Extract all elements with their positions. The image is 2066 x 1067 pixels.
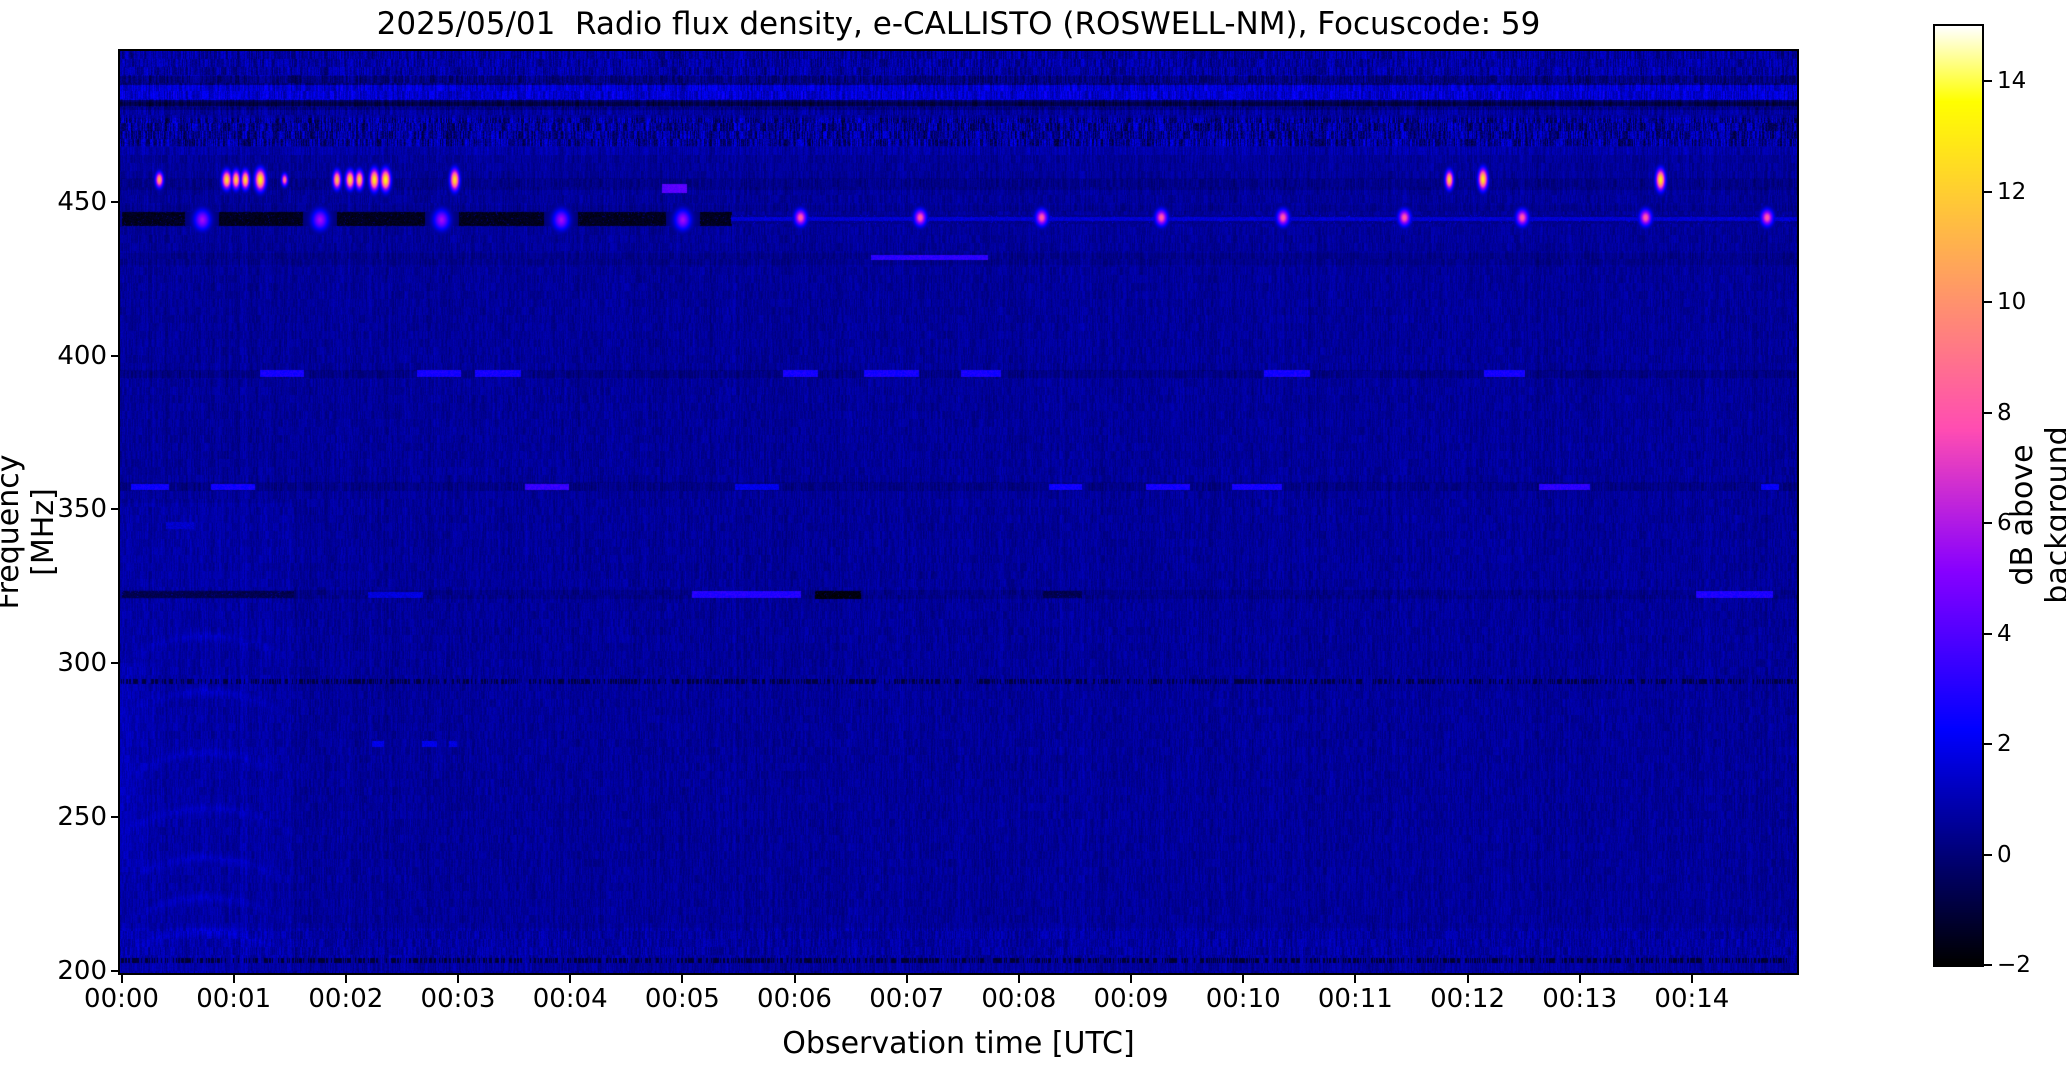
colorbar (1933, 24, 1984, 967)
y-tick-label: 200 (57, 955, 107, 986)
x-tick-mark (1578, 975, 1581, 983)
y-tick-label: 350 (57, 494, 107, 525)
x-tick-label: 00:07 (869, 984, 945, 1014)
x-tick-label: 00:05 (644, 984, 720, 1014)
x-tick-label: 00:13 (1542, 984, 1618, 1014)
x-tick-label: 00:04 (532, 984, 608, 1014)
colorbar-tick-label: 10 (1997, 289, 2027, 316)
x-tick-label: 00:00 (84, 984, 159, 1014)
x-axis-label: Observation time [UTC] (782, 1026, 1135, 1061)
colorbar-tick-mark (1984, 301, 1992, 304)
x-tick-label: 00:02 (308, 984, 384, 1014)
spectrogram-heatmap (118, 49, 1799, 975)
x-tick-mark (1354, 975, 1357, 983)
colorbar-label: dB above background (2005, 426, 2066, 604)
x-tick-mark (793, 975, 796, 983)
x-tick-label: 00:09 (1093, 984, 1169, 1014)
y-tick-mark (111, 508, 119, 511)
y-tick-mark (111, 200, 119, 203)
colorbar-tick-label: 6 (1997, 510, 2012, 537)
y-axis-label: Frequency [MHz] (0, 454, 61, 610)
x-tick-mark (232, 975, 235, 983)
colorbar-tick-label: 14 (1997, 68, 2027, 95)
y-tick-label: 250 (57, 802, 107, 833)
x-tick-label: 00:12 (1430, 984, 1505, 1014)
y-tick-label: 450 (57, 186, 107, 217)
x-tick-mark (1690, 975, 1693, 983)
x-tick-mark (1242, 975, 1245, 983)
x-tick-label: 00:03 (420, 984, 496, 1014)
x-tick-label: 00:08 (981, 984, 1057, 1014)
x-tick-mark (457, 975, 459, 983)
colorbar-tick-label: 4 (1997, 620, 2012, 647)
x-tick-mark (1130, 975, 1133, 983)
x-tick-mark (120, 975, 123, 983)
x-tick-label: 00:10 (1205, 984, 1281, 1014)
x-tick-label: 00:14 (1654, 984, 1730, 1014)
plot-title: 2025/05/01 Radio flux density, e-CALLIST… (376, 6, 1541, 42)
colorbar-tick-mark (1984, 632, 1992, 635)
y-tick-label: 400 (57, 340, 107, 371)
colorbar-tick-label: 2 (1997, 731, 2012, 758)
y-tick-mark (111, 662, 119, 665)
colorbar-tick-mark (1984, 964, 1992, 966)
colorbar-tick-label: 12 (1997, 178, 2027, 205)
y-tick-mark (111, 354, 119, 357)
x-tick-mark (681, 975, 684, 983)
colorbar-tick-label: 8 (1997, 399, 2012, 426)
colorbar-tick-mark (1984, 411, 1992, 414)
x-tick-label: 00:06 (757, 984, 832, 1014)
y-tick-label: 300 (57, 648, 107, 679)
colorbar-tick-label: −2 (1997, 952, 2031, 978)
x-tick-mark (1017, 975, 1020, 983)
x-tick-mark (905, 975, 908, 983)
y-tick-mark (111, 816, 119, 819)
colorbar-tick-mark (1984, 80, 1992, 83)
x-tick-mark (1466, 975, 1469, 983)
colorbar-tick-label: 0 (1997, 841, 2012, 868)
colorbar-tick-mark (1984, 743, 1992, 746)
colorbar-tick-mark (1984, 190, 1992, 193)
x-tick-mark (569, 975, 572, 983)
colorbar-tick-mark (1984, 522, 1992, 525)
x-tick-label: 00:11 (1317, 984, 1393, 1014)
y-tick-mark (111, 969, 119, 972)
x-tick-label: 00:01 (196, 984, 272, 1014)
x-tick-mark (344, 975, 347, 983)
colorbar-tick-mark (1984, 853, 1992, 856)
